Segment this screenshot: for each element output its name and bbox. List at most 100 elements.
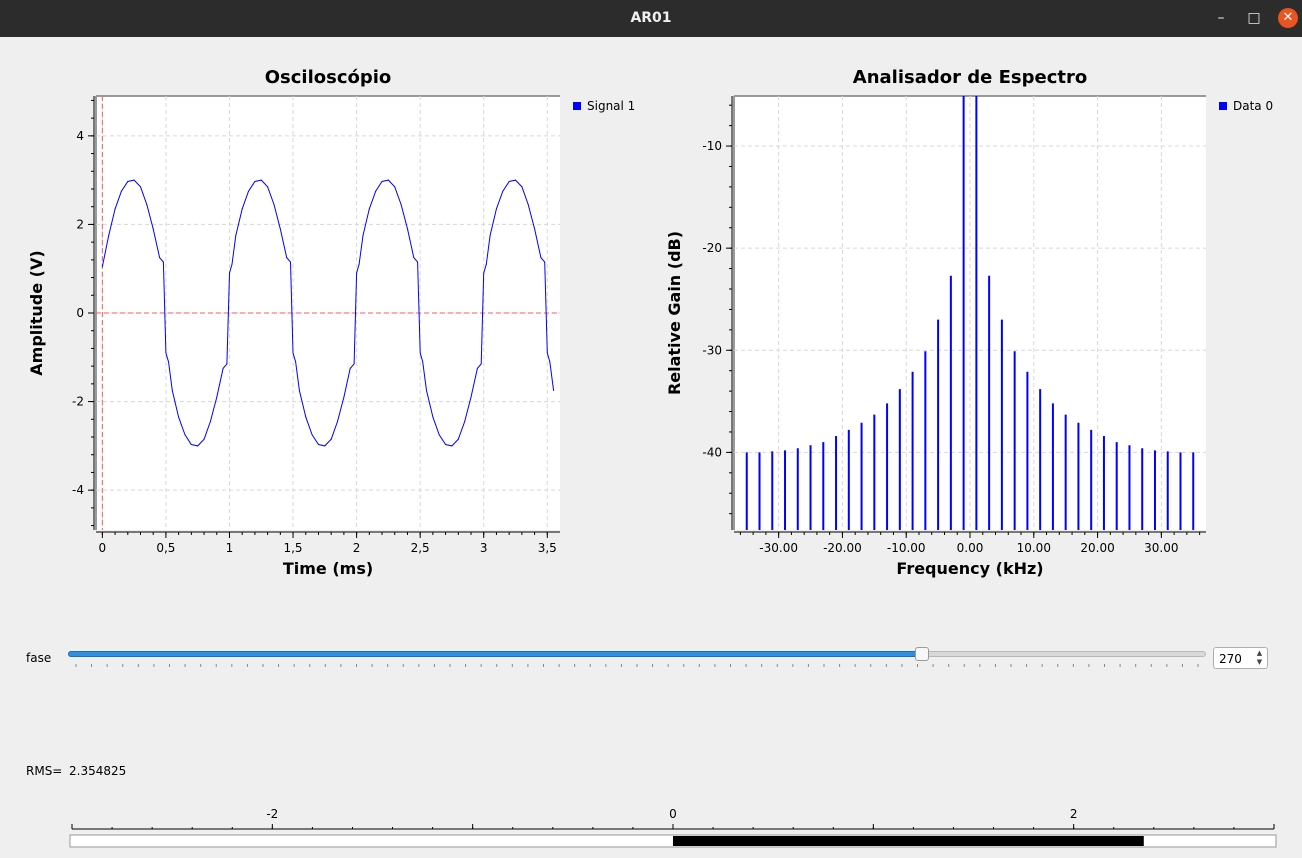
signal-1-point xyxy=(343,396,345,398)
signal-1-point xyxy=(337,421,339,422)
signal-1-point xyxy=(197,445,199,447)
fase-spinbox[interactable]: 270 ▲ ▼ xyxy=(1213,647,1268,669)
x-tick-label: 20.00 xyxy=(1080,541,1114,555)
signal-1-point xyxy=(171,390,173,391)
x-tick-label: 0,5 xyxy=(156,541,175,555)
window-titlebar: AR01 – □ ✕ xyxy=(0,0,1302,37)
spin-down-icon[interactable]: ▼ xyxy=(1256,658,1263,666)
signal-1-point xyxy=(527,204,529,205)
signal-1-point xyxy=(286,257,288,259)
x-tick-label: -10.00 xyxy=(887,541,926,555)
y-tick-label: -40 xyxy=(702,445,722,459)
fase-slider-handle[interactable] xyxy=(914,647,929,661)
x-tick-label: 1,5 xyxy=(283,541,302,555)
signal-1-point xyxy=(298,390,300,391)
signal-1-point xyxy=(381,180,383,182)
signal-1-point xyxy=(470,396,472,398)
signal-1-point xyxy=(358,263,360,265)
signal-1-point xyxy=(349,367,351,369)
signal-1-point xyxy=(400,204,402,205)
chart-title: Osciloscópio xyxy=(265,67,392,88)
signal-1-point xyxy=(451,445,453,447)
signal-1-point xyxy=(127,180,129,182)
signal-1-point xyxy=(362,235,364,236)
thermo-tick-label: 2 xyxy=(1070,807,1078,821)
signal-1-point xyxy=(114,208,116,210)
x-tick-label: 3 xyxy=(480,541,488,555)
rms-thermometer-canvas: -2 0 2 xyxy=(69,807,1277,848)
oscilloscope-plot: 0 0,5 1 1,5 2 2,5 3 3,5 -4 -2 0 2 4 Osciloscópio Time … xyxy=(0,60,650,590)
signal-1-point xyxy=(540,257,542,259)
signal-1-point xyxy=(422,361,424,363)
signal-1-point xyxy=(521,186,523,188)
legend-swatch xyxy=(1219,102,1227,110)
signal-1-point xyxy=(534,228,536,230)
thermo-tick-label: -2 xyxy=(266,807,278,821)
legend-label: Data 0 xyxy=(1233,99,1273,113)
signal-1-point xyxy=(483,272,485,274)
signal-1-point xyxy=(480,363,482,365)
signal-1-point xyxy=(544,261,546,263)
x-tick-label: 0.00 xyxy=(957,541,984,555)
signal-1-point xyxy=(432,416,434,418)
thermo-tick-label: 0 xyxy=(669,807,677,821)
signal-1-point xyxy=(120,190,122,192)
signal-1-point xyxy=(159,257,161,259)
signal-1-point xyxy=(375,190,377,192)
y-tick-label: -4 xyxy=(72,483,84,497)
signal-1-point xyxy=(216,396,218,398)
signal-1-line xyxy=(101,179,555,447)
fase-label: fase xyxy=(26,651,52,665)
x-tick-label: 2 xyxy=(353,541,361,555)
y-tick-label: -2 xyxy=(72,395,84,409)
signal-1-point xyxy=(549,361,551,363)
signal-1-point xyxy=(387,179,389,181)
y-tick-label: -20 xyxy=(702,241,722,255)
signal-1-point xyxy=(553,390,555,391)
signal-1-point xyxy=(292,352,294,354)
signal-1-point xyxy=(485,263,487,265)
x-tick-label: 30.00 xyxy=(1144,541,1178,555)
signal-1-point xyxy=(445,444,447,446)
signal-1-point xyxy=(248,190,250,192)
signal-1-point xyxy=(502,190,504,192)
x-tick-label: -20.00 xyxy=(823,541,862,555)
signal-1-point xyxy=(241,208,243,210)
signal-1-point xyxy=(228,272,230,274)
fase-slider-ticks xyxy=(75,664,1199,667)
signal-1-point xyxy=(356,272,358,274)
close-button[interactable]: ✕ xyxy=(1278,8,1298,28)
signal-1-point xyxy=(184,434,186,436)
signal-1-point xyxy=(231,263,233,265)
maximize-button[interactable]: □ xyxy=(1247,10,1261,26)
fase-slider[interactable] xyxy=(68,646,1206,670)
signal-1-point xyxy=(419,352,421,354)
spin-up-icon[interactable]: ▲ xyxy=(1256,649,1263,657)
y-tick-label: 0 xyxy=(76,306,84,320)
signal-1-point xyxy=(267,186,269,188)
signal-1-point xyxy=(426,390,428,391)
x-tick-label: -30.00 xyxy=(759,541,798,555)
signal-1-point xyxy=(203,438,205,440)
signal-1-point xyxy=(330,438,332,440)
fase-slider-fill xyxy=(68,651,922,657)
signal-1-point xyxy=(254,180,256,182)
y-tick-label: 2 xyxy=(76,217,84,231)
signal-1-point xyxy=(226,363,228,365)
signal-1-point xyxy=(162,261,164,263)
rms-value: 2.354825 xyxy=(69,764,127,778)
signal-1-point xyxy=(476,367,478,369)
fase-spinbox-value[interactable]: 270 xyxy=(1219,652,1242,666)
spectrum-plot: -30.00 -20.00 -10.00 0.00 10.00 20.00 30.00 -40… xyxy=(650,60,1300,590)
signal-1-point xyxy=(417,261,419,263)
signal-1-point xyxy=(317,444,319,446)
signal-1-point xyxy=(413,257,415,259)
legend-label: Signal 1 xyxy=(587,99,635,113)
signal-1-point xyxy=(368,208,370,210)
minimize-button[interactable]: – xyxy=(1217,10,1225,26)
signal-1-point xyxy=(235,235,237,236)
signal-1-point xyxy=(165,352,167,354)
fase-spinbox-arrows[interactable]: ▲ ▼ xyxy=(1254,649,1265,667)
signal-1-point xyxy=(324,445,326,447)
x-tick-label: 1 xyxy=(226,541,234,555)
